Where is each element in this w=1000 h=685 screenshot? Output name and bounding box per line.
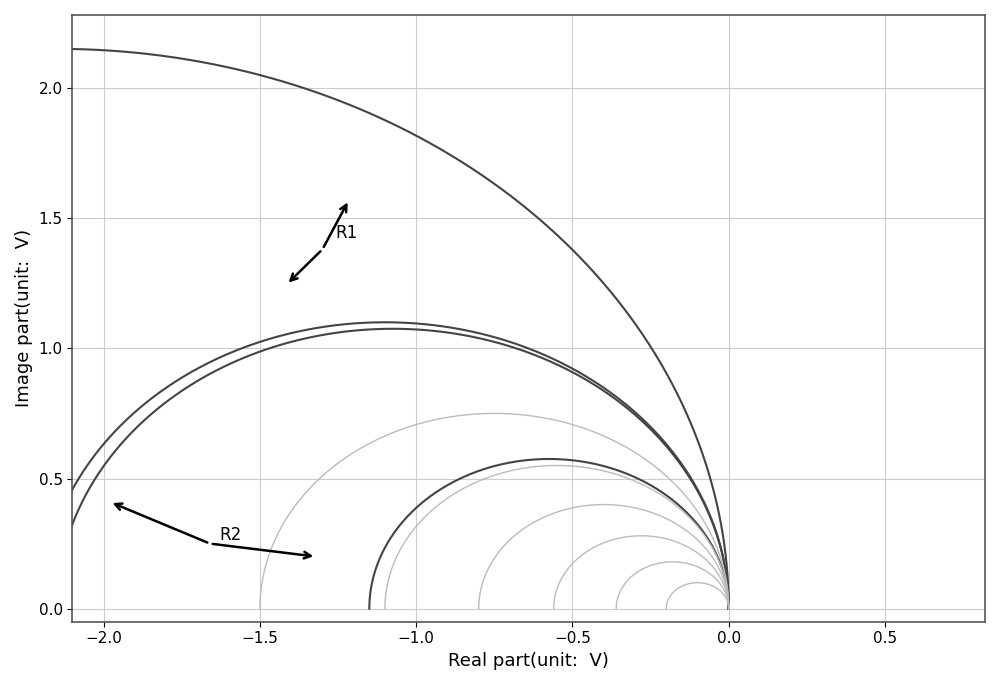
X-axis label: Real part(unit:  V): Real part(unit: V)	[448, 652, 609, 670]
Text: R2: R2	[219, 525, 242, 544]
Y-axis label: Image part(unit:  V): Image part(unit: V)	[15, 229, 33, 408]
Text: R1: R1	[335, 223, 357, 242]
